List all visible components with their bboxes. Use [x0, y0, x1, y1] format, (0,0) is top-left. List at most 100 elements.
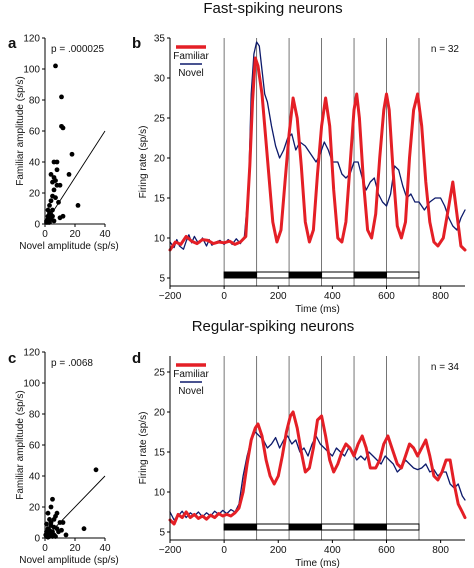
c-y-tick-label: 20 — [29, 503, 41, 514]
a-data-point — [69, 151, 75, 157]
a-data-point — [51, 187, 57, 193]
d-y-tick-label: 10 — [154, 488, 166, 499]
b-x-tick-label: 400 — [324, 291, 341, 302]
b-y-tick-label: 25 — [154, 114, 166, 125]
a-x-tick-label: 0 — [42, 229, 48, 240]
c-data-point — [63, 532, 69, 538]
b-x-tick-label: 600 — [378, 291, 395, 302]
b-x-tick-label: 200 — [270, 291, 287, 302]
a-y-tick-label: 40 — [29, 158, 41, 169]
b-y-tick-label: 20 — [154, 154, 166, 165]
d-stimulus-bar-black — [223, 523, 258, 531]
c-data-point — [50, 496, 55, 502]
b-y-tick-label: 30 — [154, 74, 166, 85]
d-stimulus-bar-white — [386, 523, 420, 531]
c-data-point — [59, 527, 64, 533]
b-y-tick-label: 15 — [154, 194, 166, 205]
b-stimulus-bar-white — [321, 271, 355, 279]
d-stimulus-bar-white — [321, 523, 355, 531]
d-n-count: n = 34 — [431, 362, 460, 373]
a-x-tick-label: 20 — [69, 229, 81, 240]
c-x-tick-label: 0 — [42, 543, 48, 554]
a-data-point — [75, 203, 81, 208]
panel-letter-b: b — [132, 35, 141, 52]
c-data-point — [43, 532, 49, 538]
a-data-point — [47, 220, 52, 225]
b-stimulus-bar-black — [223, 271, 258, 279]
b-stimulus-bar-white — [386, 271, 420, 279]
c-y-tick-label: 0 — [34, 534, 40, 545]
c-p-value: p = .0068 — [51, 358, 93, 369]
c-y-tick-label: 80 — [29, 410, 41, 421]
d-stimulus-bar-black — [288, 523, 323, 531]
b-x-tick-label: 800 — [432, 291, 449, 302]
b-x-tick-label: −200 — [159, 291, 182, 302]
c-y-tick-label: 100 — [23, 379, 40, 390]
a-data-point — [48, 198, 54, 204]
b-y-tick-label: 10 — [154, 234, 166, 245]
b-y-tick-label: 35 — [154, 34, 166, 45]
title-regular-spiking: Regular-spiking neurons — [192, 318, 355, 335]
b-series-novel — [169, 41, 466, 250]
panel-letter-d: d — [132, 350, 141, 367]
c-data-point — [60, 520, 66, 525]
b-legend-label-familiar: Familiar — [173, 51, 209, 62]
a-x-tick-label: 40 — [99, 229, 111, 240]
a-y-tick-label: 60 — [29, 127, 41, 138]
title-fast-spiking: Fast-spiking neurons — [203, 0, 342, 17]
b-series-familiar — [168, 56, 467, 252]
c-data-point — [48, 520, 54, 525]
a-y-tick-label: 120 — [23, 34, 40, 45]
b-y-tick-label: 5 — [159, 274, 165, 285]
c-x-tick-label: 40 — [99, 543, 111, 554]
d-x-tick-label: 600 — [378, 545, 395, 556]
panel-a-scatter: 0 20 40 0 20 40 60 80 100 120 p = .000025 Novel amp… — [15, 34, 119, 253]
d-series-novel — [169, 431, 466, 521]
a-data-point — [53, 195, 58, 201]
b-x-axis-label: Time (ms) — [295, 304, 340, 315]
b-x-tick-label: 0 — [221, 291, 227, 302]
a-data-point — [54, 159, 60, 165]
b-stimulus-bar-white — [256, 271, 290, 279]
a-data-point — [59, 94, 64, 100]
d-x-tick-label: −200 — [159, 545, 182, 556]
a-data-point — [50, 179, 55, 185]
a-p-value: p = .000025 — [51, 44, 105, 55]
b-stimulus-bar-black — [288, 271, 323, 279]
panel-letter-a: a — [8, 35, 17, 52]
c-x-axis-label: Novel amplitude (sp/s) — [19, 555, 118, 566]
b-legend-label-novel: Novel — [178, 68, 204, 79]
panel-c-scatter: 0 20 40 0 20 40 60 80 100 120 p = .0068 Novel ampli… — [15, 348, 119, 567]
c-data-point — [81, 526, 87, 532]
panel-letter-c: c — [8, 350, 16, 367]
a-data-point — [50, 207, 55, 213]
d-y-tick-label: 15 — [154, 448, 166, 459]
a-data-point — [57, 182, 63, 188]
c-y-tick-label: 60 — [29, 441, 41, 452]
d-series-familiar — [168, 410, 467, 526]
a-y-axis-label: Familiar amplitude (sp/s) — [15, 76, 26, 185]
a-data-point — [48, 172, 54, 177]
a-y-tick-label: 80 — [29, 96, 41, 107]
a-data-point — [54, 167, 60, 173]
panel-b-firing-rate: −200 0 200 400 600 800 5 10 15 20 25 30 35 Familiar No… — [138, 34, 467, 315]
c-data-point — [48, 504, 54, 510]
a-data-point — [47, 203, 52, 208]
a-y-tick-label: 20 — [29, 189, 41, 200]
a-data-point — [56, 199, 61, 205]
b-stimulus-bar-black — [353, 271, 388, 279]
c-data-point — [45, 510, 51, 516]
b-y-axis-label: Firing rate (sp/s) — [138, 126, 149, 199]
d-y-tick-label: 5 — [159, 528, 165, 539]
d-x-tick-label: 400 — [324, 545, 341, 556]
d-y-tick-label: 25 — [154, 368, 166, 379]
d-stimulus-bar-white — [256, 523, 290, 531]
d-x-axis-label: Time (ms) — [295, 558, 340, 568]
a-x-axis-label: Novel amplitude (sp/s) — [19, 241, 118, 252]
a-y-tick-label: 0 — [34, 220, 40, 231]
d-x-tick-label: 0 — [221, 545, 227, 556]
a-data-point — [53, 63, 58, 69]
a-data-point — [66, 172, 72, 177]
c-y-tick-label: 120 — [23, 348, 40, 359]
